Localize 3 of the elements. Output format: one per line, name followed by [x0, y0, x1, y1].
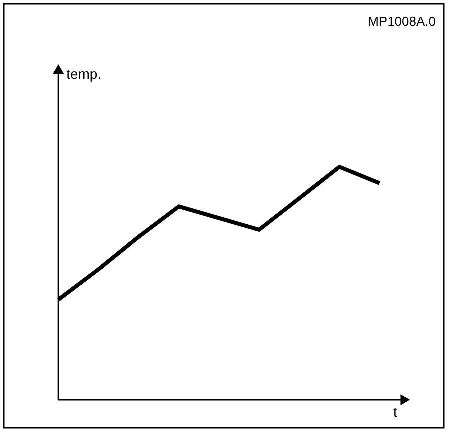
text: temp. — [66, 66, 102, 82]
text: MP1008A.0 — [368, 14, 436, 29]
x-axis-title: t — [394, 404, 398, 420]
